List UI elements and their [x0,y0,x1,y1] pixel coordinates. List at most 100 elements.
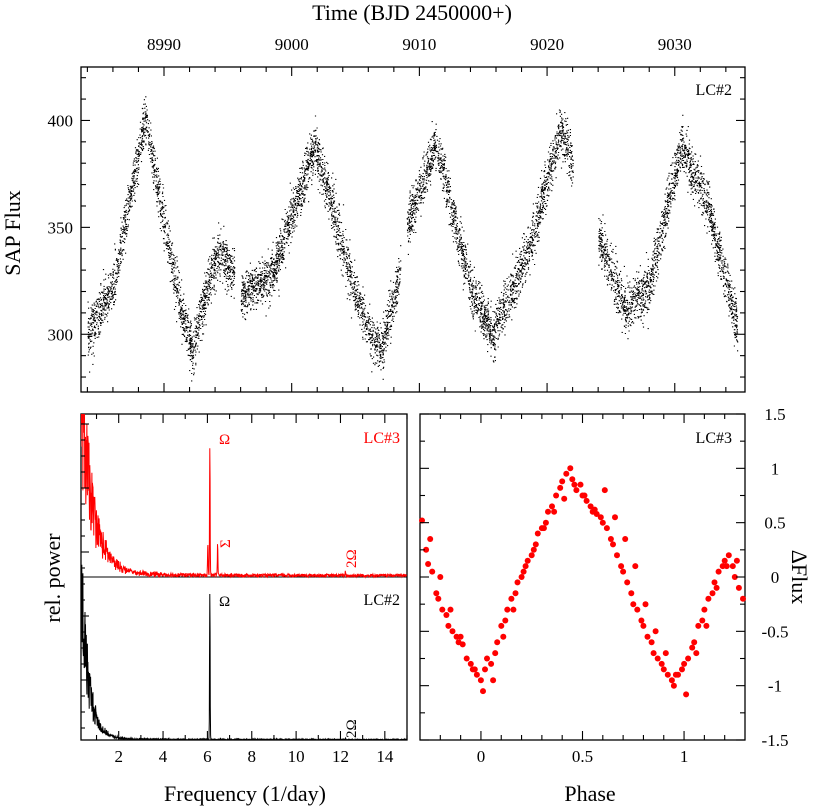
folded-point [439,606,446,613]
folded-point [703,622,710,629]
folded-point [652,628,659,635]
folded-point [622,536,629,542]
folded-point [725,552,732,559]
folded-point [482,666,488,673]
frequency-tick-label: 2 [114,747,123,766]
folded-point [540,525,547,532]
folded-point [557,484,564,491]
two-omega-label-lc3: 2Ω [344,549,360,568]
frequency-tick-label: 12 [332,747,349,766]
folded-point [638,617,645,624]
folded-point [530,546,537,553]
periodogram-panel: 2 4 6 8 10 12 14 LC#3 LC#2 Ω Ω Σ 2Ω 2Ω [80,413,408,766]
folded-ticks: 0 0.5 1 1.5 1 0.5 0 -0.5 -1 -1.5 [420,405,788,766]
folded-point [664,671,671,678]
folded-point [729,563,736,570]
folded-point [634,606,641,613]
folded-point [681,660,688,667]
folded-point [427,536,434,542]
folded-point [449,628,456,635]
folded-point [658,660,665,667]
folded-point [618,563,625,570]
folded-point [691,639,698,646]
folded-point [419,517,425,524]
folded-point [500,633,507,640]
folded-point [715,568,722,575]
phase-tick-label: 0 [477,747,486,766]
folded-point [709,590,716,597]
folded-point [502,617,509,624]
folded-point [571,481,578,488]
folded-point [630,601,637,608]
sigma-label-lc3: Σ [218,539,234,548]
folded-point [510,606,517,613]
folded-point [591,506,598,513]
folded-panel: 0 0.5 1 1.5 1 0.5 0 -0.5 -1 -1.5 LC#3 [419,405,788,766]
folded-point [463,655,470,662]
folded-point [581,492,588,499]
folded-point [561,495,568,502]
dflux-tick-label: 1 [771,459,780,478]
periodogram-lc3-label: LC#3 [364,430,400,447]
folded-point [713,584,720,591]
folded-point [447,606,454,613]
folded-point [433,590,440,597]
frequency-tick-label: 8 [248,747,257,766]
folded-frame [419,413,746,741]
folded-point [508,595,515,602]
folded-point [711,579,718,586]
lightcurve-panel: 8990 9000 9010 9020 9030 300 350 400 LC#2 [48,35,746,393]
left-axis-tick-label: 350 [48,218,74,237]
folded-point [484,655,490,662]
dflux-axis-title: ΔFlux [787,550,812,605]
lightcurve-ticks: 8990 9000 9010 9020 9030 300 350 400 [48,35,745,392]
left-axis-tick-label: 300 [48,325,74,344]
folded-point [721,557,728,564]
omega-label-lc3: Ω [219,432,230,448]
folded-point [735,584,742,591]
folded-point [522,563,529,570]
folded-point [705,595,712,602]
folded-point [477,677,484,684]
frequency-axis-title: Frequency (1/day) [164,781,326,806]
periodogram-lc2-line [81,564,407,740]
folded-point [644,633,651,640]
folded-point [467,660,474,667]
folded-point [534,530,541,537]
phase-tick-label: 0.5 [572,747,593,766]
folded-point [549,503,555,510]
phase-tick-label: 1 [680,747,689,766]
folded-point [514,579,521,586]
folded-point [599,519,606,526]
folded-point [597,514,604,521]
folded-point [695,622,702,629]
phase-axis-title: Phase [564,781,615,806]
folded-point [435,595,442,602]
folded-point [650,650,657,657]
periodogram-lc2-label: LC#2 [364,592,400,609]
top-axis-title: Time (BJD 2450000+) [312,0,512,25]
top-axis-tick-label: 9030 [658,35,692,54]
folded-point [553,492,560,499]
folded-point [701,606,708,613]
dflux-tick-label: 0 [771,568,780,587]
folded-point [437,574,444,580]
folded-point [654,655,661,662]
folded-point [528,552,535,559]
folded-points [419,465,746,698]
top-axis-tick-label: 8990 [147,35,181,54]
folded-point [573,487,580,494]
dflux-tick-label: -1.5 [762,731,789,750]
folded-point [624,579,631,586]
folded-point [459,641,466,648]
folded-point [488,660,495,667]
frequency-tick-label: 6 [203,747,212,766]
folded-point [699,617,706,624]
folded-point [425,561,432,567]
folded-point [512,590,519,597]
folded-point [423,546,430,553]
folded-point [683,691,690,698]
folded-point [569,476,576,483]
folded-point [612,514,618,521]
folded-point [660,666,667,673]
